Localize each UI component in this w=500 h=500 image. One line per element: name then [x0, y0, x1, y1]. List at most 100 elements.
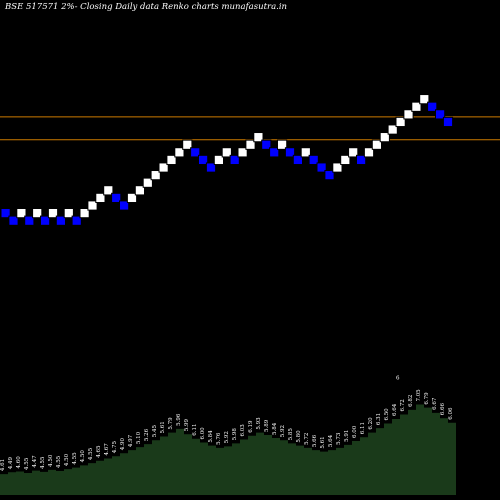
volume-label: 6.00	[352, 425, 358, 438]
volume-label: 5.84	[272, 422, 278, 435]
volume-label: 7.05	[416, 389, 422, 402]
renko-brick-up	[95, 192, 106, 204]
volume-label: 4.55	[72, 452, 78, 465]
chart-title: BSE 517571 2%- Closing Daily data Renko …	[5, 2, 288, 12]
volume-label: 6.31	[376, 413, 382, 425]
renko-brick-down	[111, 192, 122, 204]
volume-label: 6.11	[360, 422, 366, 434]
renko-brick-up	[237, 147, 248, 158]
volume-label: 4.75	[112, 440, 118, 453]
volume-label: 5.85	[288, 428, 294, 441]
volume-label: 4.60	[16, 456, 22, 469]
volume-label: 5.89	[264, 419, 270, 432]
volume-label: 4.67	[104, 443, 110, 456]
volume-label: 5.61	[320, 436, 326, 448]
renko-brick-up	[16, 208, 27, 219]
renko-brick-up	[363, 147, 375, 158]
renko-brick-up	[63, 208, 74, 219]
volume-label: 4.97	[128, 434, 134, 447]
renko-brick-up	[332, 162, 343, 173]
renko-brick-down	[435, 109, 446, 120]
renko-brick-up	[245, 139, 256, 150]
renko-brick-down	[190, 147, 201, 158]
volume-label: 6.67	[432, 397, 438, 410]
renko-brick-up	[166, 154, 177, 166]
volume-label: 5.66	[312, 434, 318, 447]
reference-lines	[0, 116, 500, 141]
volume-label: 6.66	[440, 402, 446, 415]
volume-label: 5.76	[216, 432, 222, 445]
renko-brick-up	[221, 147, 232, 158]
volume-label: 5.61	[160, 421, 166, 433]
volume-label: 6.50	[384, 408, 390, 421]
volume-label: 5.64	[328, 434, 334, 447]
volume-label: 5.91	[344, 430, 350, 442]
renko-brick-down	[229, 154, 240, 166]
volume-label: 4.50	[48, 454, 54, 467]
volume-label: 4.47	[32, 455, 38, 468]
renko-brick-up	[158, 162, 169, 173]
renko-brick-down	[308, 154, 319, 166]
volume-label: 6.00	[200, 427, 206, 440]
renko-brick-down	[40, 215, 51, 226]
renko-brick-down	[119, 200, 130, 211]
volume-label: 5.10	[136, 431, 142, 444]
volume-labels: 4.61 4.49 4.60 4.55 4.47 4.55 4.50 4.55 4.50 4.55…	[0, 376, 454, 472]
volume-label: 4.61	[0, 459, 6, 471]
volume-label: 6.11	[192, 424, 198, 436]
renko-brick-up	[403, 109, 414, 120]
renko-brick-up	[379, 132, 390, 143]
renko-brick-down	[55, 215, 66, 226]
renko-brick-up	[150, 170, 161, 181]
renko-brick-up	[126, 192, 138, 204]
renko-brick-down	[269, 147, 280, 158]
renko-brick-up	[134, 185, 146, 196]
volume-label: 5.72	[304, 433, 310, 445]
renko-brick-down	[71, 215, 82, 226]
volume-label: 5.45	[152, 425, 158, 438]
renko-brick-down	[316, 162, 327, 173]
renko-brick-down	[205, 162, 217, 173]
volume-label: 6.19	[248, 420, 254, 433]
renko-brick-down	[427, 101, 438, 112]
volume-label: 4.50	[80, 450, 86, 463]
renko-brick-up	[387, 124, 398, 135]
volume-label: 5.98	[232, 428, 238, 441]
volume-label: 4.49	[8, 456, 14, 469]
renko-brick-up	[253, 132, 264, 143]
volume-label: 4.65	[96, 445, 102, 458]
volume-label: 6.64	[392, 403, 398, 416]
renko-brick-up	[300, 147, 311, 158]
volume-label: 6.03	[240, 424, 246, 437]
renko-brick-down	[292, 154, 303, 166]
renko-brick-up	[182, 139, 193, 150]
volume-peak-label: 6	[396, 376, 400, 382]
volume-label: 5.73	[336, 432, 342, 445]
renko-brick-up	[348, 147, 359, 158]
renko-brick-down	[24, 215, 35, 226]
renko-brick-up	[419, 94, 430, 105]
volume-label: 4.90	[120, 437, 126, 450]
volume-label: 5.26	[144, 428, 150, 441]
volume-label: 5.92	[224, 431, 230, 443]
renko-brick-down	[284, 147, 296, 158]
volume-label: 5.93	[256, 417, 262, 430]
renko-brick-up	[213, 154, 225, 166]
renko-brick-up	[87, 200, 98, 211]
volume-label: 4.50	[64, 453, 70, 466]
volume-label: 5.92	[280, 425, 286, 437]
renko-brick-up	[32, 208, 43, 219]
renko-brick-down	[356, 154, 367, 166]
volume-label: 6.06	[448, 407, 454, 420]
volume-label: 4.55	[88, 447, 94, 460]
renko-brick-up	[142, 177, 153, 188]
renko-brick-up	[79, 208, 90, 219]
volume-label: 5.96	[176, 413, 182, 426]
renko-brick-up	[395, 116, 406, 128]
volume-label: 6.79	[424, 392, 430, 405]
volume-label: 6.20	[368, 417, 374, 430]
renko-brick-up	[371, 139, 382, 150]
renko-brick-up	[103, 185, 114, 196]
renko-brick-up	[277, 139, 288, 150]
